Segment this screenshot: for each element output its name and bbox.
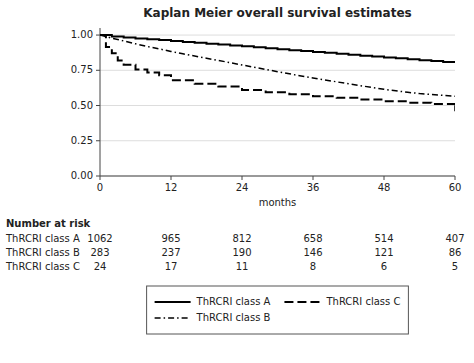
- x-tick-label: 60: [449, 182, 462, 193]
- grid: [100, 35, 455, 176]
- grid-line: [100, 140, 455, 141]
- legend: ThRCRI class A ThRCRI class B ThRCRI class…: [147, 286, 409, 334]
- legend-handle: [155, 317, 191, 319]
- risk-row-label: ThRCRI class B: [5, 247, 80, 258]
- x-tick: [100, 176, 101, 180]
- y-tick-label: 0.00: [71, 170, 93, 181]
- legend-label: ThRCRI class C: [325, 296, 400, 307]
- risk-value: 6: [381, 261, 387, 272]
- risk-value: 86: [449, 247, 462, 258]
- risk-value: 5: [452, 261, 458, 272]
- grid-line: [100, 35, 455, 36]
- x-tick: [384, 176, 385, 180]
- risk-table-title: Number at risk: [6, 218, 91, 229]
- risk-value: 190: [232, 247, 251, 258]
- y-tick: [96, 105, 100, 106]
- risk-value: 24: [94, 261, 107, 272]
- censor-mark: [454, 105, 455, 111]
- survival-line: [100, 35, 455, 63]
- risk-value: 146: [303, 247, 322, 258]
- grid-line: [100, 70, 455, 71]
- legend-label: ThRCRI class B: [196, 312, 271, 323]
- survival-line: [100, 35, 455, 105]
- risk-value: 407: [445, 233, 464, 244]
- x-axis-label: months: [259, 197, 297, 208]
- legend-handle: [284, 301, 320, 303]
- risk-value: 121: [374, 247, 393, 258]
- risk-value: 283: [90, 247, 109, 258]
- y-tick-label: 0.50: [71, 100, 93, 111]
- x-tick: [171, 176, 172, 180]
- grid-line: [100, 105, 455, 106]
- risk-value: 8: [310, 261, 316, 272]
- chart: Kaplan Meier overall survival estimates 0…: [0, 0, 474, 363]
- x-tick-label: 24: [236, 182, 249, 193]
- y-tick: [96, 176, 100, 177]
- x-tick-label: 0: [97, 182, 103, 193]
- grid-line: [100, 176, 455, 177]
- risk-table: Number at riskThRCRI class A106296581265…: [5, 218, 465, 272]
- x-tick: [242, 176, 243, 180]
- risk-value: 237: [161, 247, 180, 258]
- y-tick: [96, 70, 100, 71]
- legend-box: [147, 286, 409, 334]
- y-tick: [96, 35, 100, 36]
- risk-value: 1062: [87, 233, 112, 244]
- risk-row-label: ThRCRI class A: [5, 233, 80, 244]
- x-tick: [313, 176, 314, 180]
- y-axis-line: [100, 28, 101, 176]
- x-tick-label: 12: [165, 182, 178, 193]
- legend-label: ThRCRI class A: [196, 296, 271, 307]
- legend-handle: [155, 301, 191, 303]
- risk-value: 17: [165, 261, 178, 272]
- risk-value: 812: [232, 233, 251, 244]
- risk-value: 658: [303, 233, 322, 244]
- risk-value: 11: [236, 261, 249, 272]
- title: Kaplan Meier overall survival estimates: [143, 6, 411, 20]
- y-tick-label: 1.00: [71, 29, 93, 40]
- x-tick-label: 48: [378, 182, 391, 193]
- plot-area: [100, 35, 455, 111]
- risk-row-label: ThRCRI class C: [5, 261, 80, 272]
- axes: 0 12 24 36 48 60 0.00 0.25 0.50 0.75 1.00: [71, 28, 462, 193]
- x-tick-label: 36: [307, 182, 320, 193]
- risk-value: 514: [374, 233, 393, 244]
- x-axis-line: [100, 176, 455, 177]
- survival-line: [100, 35, 455, 96]
- y-tick: [96, 140, 100, 141]
- risk-value: 965: [161, 233, 180, 244]
- y-tick-label: 0.25: [71, 135, 93, 146]
- y-tick-label: 0.75: [71, 64, 93, 75]
- x-tick: [455, 176, 456, 180]
